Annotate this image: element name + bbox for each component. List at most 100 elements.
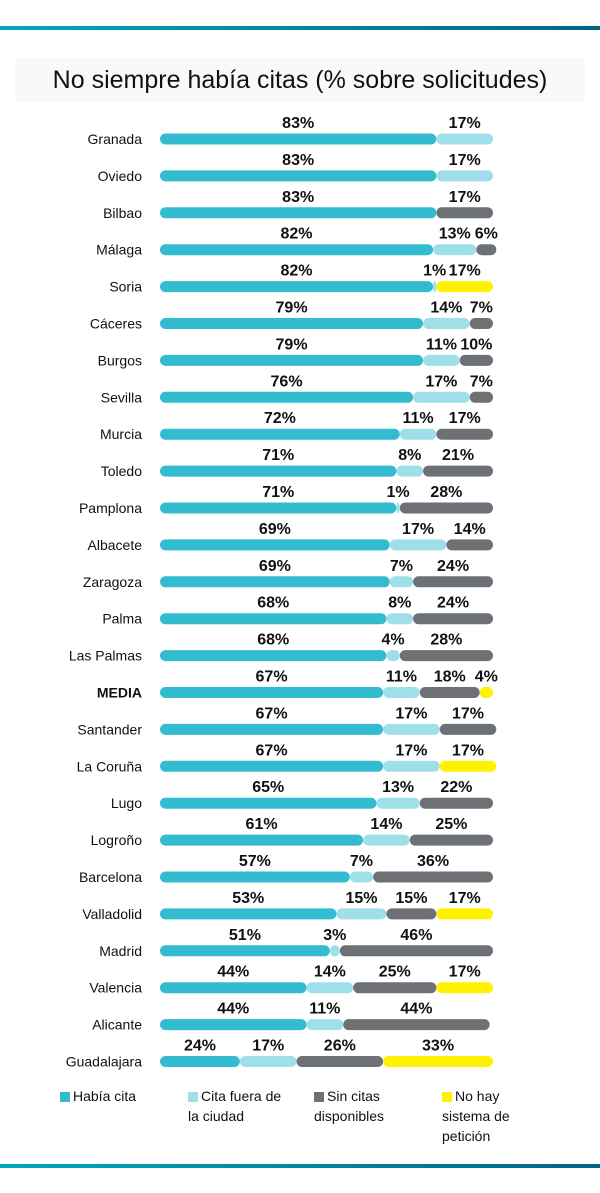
bar-segment-fuera bbox=[363, 834, 410, 846]
bar-segment-nohay bbox=[479, 687, 493, 698]
bar-segment-sin bbox=[419, 687, 480, 698]
data-label: 72% bbox=[264, 410, 296, 427]
data-label: 67% bbox=[256, 669, 288, 686]
bar-segment-nohay bbox=[436, 281, 493, 293]
bar-segment-habia bbox=[160, 207, 437, 219]
data-label: 67% bbox=[256, 742, 288, 759]
data-label: 44% bbox=[400, 1001, 432, 1018]
data-label: 33% bbox=[422, 1038, 454, 1055]
row-label: Granada bbox=[88, 131, 143, 147]
bar-segment-fuera bbox=[336, 908, 387, 920]
bar-segment-sin bbox=[413, 576, 493, 588]
bar-segment-habia bbox=[160, 760, 384, 772]
bar-segment-nohay bbox=[383, 1056, 493, 1067]
row-label: Santander bbox=[77, 721, 142, 737]
data-label: 61% bbox=[246, 816, 278, 833]
bar-segment-sin bbox=[439, 723, 497, 735]
row-label: Soria bbox=[109, 279, 142, 295]
data-label: 17% bbox=[449, 964, 481, 981]
bar-segment-habia bbox=[160, 945, 330, 957]
legend-label: sistema de bbox=[442, 1108, 510, 1124]
bar-segment-nohay bbox=[439, 760, 497, 772]
row-label: Las Palmas bbox=[69, 648, 142, 664]
legend-sin: Sin citas disponibles bbox=[314, 1086, 384, 1126]
bar-segment-habia bbox=[160, 982, 307, 994]
data-label: 24% bbox=[184, 1038, 216, 1055]
row-label: Madrid bbox=[99, 943, 142, 959]
legend-swatch-habia bbox=[60, 1092, 70, 1102]
data-label: 17% bbox=[449, 152, 481, 169]
bar-segment-habia bbox=[160, 576, 390, 588]
data-label: 22% bbox=[440, 779, 472, 796]
data-label: 24% bbox=[437, 595, 469, 612]
data-label: 13% bbox=[439, 226, 471, 243]
legend-label: petición bbox=[442, 1128, 491, 1144]
legend-label: Había cita bbox=[73, 1088, 137, 1104]
data-label: 21% bbox=[442, 447, 474, 464]
bar-segment-habia bbox=[160, 318, 424, 329]
row-label: Albacete bbox=[88, 537, 143, 553]
legend-label: la ciudad bbox=[188, 1108, 245, 1124]
data-label: 7% bbox=[390, 558, 413, 575]
data-label: 25% bbox=[435, 816, 467, 833]
data-label: 71% bbox=[262, 484, 294, 501]
row-label: Zaragoza bbox=[83, 574, 142, 590]
bar-segment-nohay bbox=[436, 908, 493, 920]
row-label: Oviedo bbox=[98, 168, 143, 184]
bar-segment-fuera bbox=[386, 650, 400, 662]
row-label: Logroño bbox=[91, 832, 143, 848]
data-label: 44% bbox=[217, 1001, 249, 1018]
bar-segment-fuera bbox=[423, 354, 460, 366]
legend-swatch-sin bbox=[314, 1092, 324, 1102]
data-label: 44% bbox=[217, 964, 249, 981]
data-label: 28% bbox=[430, 484, 462, 501]
data-label: 1% bbox=[387, 484, 410, 501]
row-label: Bilbao bbox=[103, 205, 142, 221]
data-label: 17% bbox=[395, 705, 427, 722]
data-label: 17% bbox=[449, 410, 481, 427]
bar-segment-habia bbox=[160, 465, 397, 477]
bar-segment-fuera bbox=[239, 1056, 297, 1067]
data-label: 14% bbox=[314, 964, 346, 981]
data-label: 14% bbox=[430, 300, 462, 317]
data-label: 51% bbox=[229, 927, 261, 944]
bar-segment-habia bbox=[160, 428, 400, 440]
bar-segment-habia bbox=[160, 834, 364, 846]
bar-segment-sin bbox=[469, 318, 493, 329]
legend-nohay: No hay sistema de petición bbox=[442, 1086, 510, 1146]
bar-segment-habia bbox=[160, 723, 384, 735]
data-label: 17% bbox=[425, 373, 457, 390]
bar-segment-sin bbox=[436, 207, 493, 219]
bar-segment-habia bbox=[160, 354, 424, 366]
data-label: 71% bbox=[262, 447, 294, 464]
row-label: Cáceres bbox=[90, 316, 142, 332]
bar-segment-sin bbox=[436, 428, 493, 440]
bar-segment-sin bbox=[419, 797, 493, 809]
data-label: 79% bbox=[276, 300, 308, 317]
data-label: 11% bbox=[309, 1001, 340, 1018]
row-label: Barcelona bbox=[79, 869, 142, 885]
bar-segment-sin bbox=[343, 1019, 490, 1031]
row-label: Pamplona bbox=[79, 500, 142, 516]
bar-segment-fuera bbox=[396, 465, 424, 477]
bar-segment-sin bbox=[459, 354, 493, 366]
bar-segment-sin bbox=[353, 982, 437, 994]
bar-segment-habia bbox=[160, 687, 384, 698]
bar-segment-fuera bbox=[389, 539, 447, 551]
bar-segment-habia bbox=[160, 613, 387, 625]
data-label: 15% bbox=[395, 890, 427, 907]
bar-segment-sin bbox=[476, 244, 497, 256]
data-label: 14% bbox=[370, 816, 402, 833]
data-label: 25% bbox=[379, 964, 411, 981]
data-label: 11% bbox=[403, 410, 434, 427]
data-label: 6% bbox=[475, 226, 498, 243]
bar-segment-fuera bbox=[389, 576, 414, 588]
row-label: Sevilla bbox=[101, 389, 142, 405]
legend-label: disponibles bbox=[314, 1108, 385, 1124]
data-label: 46% bbox=[400, 927, 432, 944]
bar-segment-habia bbox=[160, 650, 387, 662]
data-label: 67% bbox=[256, 705, 288, 722]
data-label: 17% bbox=[452, 705, 484, 722]
bar-segment-fuera bbox=[433, 281, 437, 293]
data-label: 79% bbox=[276, 336, 308, 353]
